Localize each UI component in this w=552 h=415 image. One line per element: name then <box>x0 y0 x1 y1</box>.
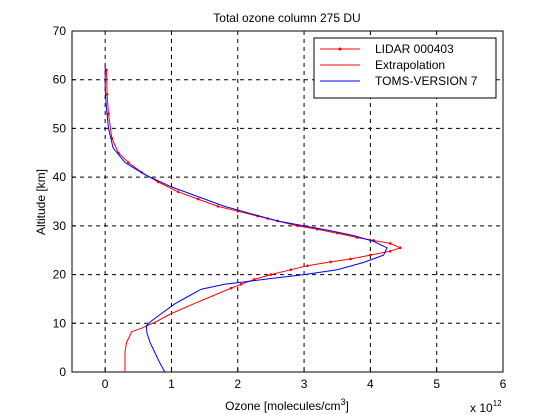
x-exponent-power: 12 <box>493 399 502 408</box>
data-point <box>176 190 180 194</box>
y-tick-label: 60 <box>53 73 67 87</box>
legend-label: Extrapolation <box>375 58 445 72</box>
legend-marker <box>338 47 342 51</box>
data-point <box>239 283 243 286</box>
x-axis-label-text: Ozone [molecules/cm <box>225 399 340 413</box>
series-line-1 <box>124 287 232 372</box>
data-point <box>289 268 293 272</box>
x-exponent-label: x 1012 <box>470 399 502 415</box>
y-tick-label: 50 <box>53 121 67 135</box>
x-axis-label-end: ] <box>346 399 349 413</box>
x-tick-label: 4 <box>367 377 374 391</box>
data-point <box>216 205 220 208</box>
data-point <box>398 246 402 250</box>
data-point <box>329 260 332 264</box>
x-tick-label: 5 <box>433 377 440 391</box>
plot-area-frame <box>71 30 504 373</box>
data-point <box>369 253 372 257</box>
data-point <box>306 264 309 268</box>
legend-box <box>313 37 497 99</box>
legend-label: LIDAR 000403 <box>375 42 454 56</box>
series-line-0 <box>106 69 402 289</box>
data-point <box>269 273 273 276</box>
y-tick-label: 10 <box>53 316 67 330</box>
y-tick-label: 40 <box>53 170 67 184</box>
legend-entries: LIDAR 000403 Extrapolation TOMS-VERSION 7 <box>320 42 478 88</box>
data-point <box>127 161 130 164</box>
data-point <box>349 257 352 261</box>
series-line-2 <box>104 65 388 373</box>
x-axis-label: Ozone [molecules/cm3] <box>225 397 349 413</box>
data-point <box>105 68 108 72</box>
legend: LIDAR 000403 Extrapolation TOMS-VERSION 7 <box>313 37 497 99</box>
y-axis-label: Altitude [km] <box>34 169 48 235</box>
data-point <box>388 242 392 245</box>
data-point <box>105 93 109 96</box>
chart-title: Total ozone column 275 DU <box>213 11 360 25</box>
x-axis-label-superscript: 3 <box>341 397 346 407</box>
x-tick-label: 6 <box>500 377 507 391</box>
y-tick-label: 70 <box>53 24 67 38</box>
data-point <box>107 112 110 116</box>
data-point <box>388 249 392 253</box>
x-tick-label: 0 <box>102 377 109 391</box>
x-tick-label: 3 <box>301 377 308 391</box>
x-exponent-base: x 10 <box>470 401 493 415</box>
data-point <box>196 197 200 201</box>
y-tick-label: 0 <box>59 365 66 379</box>
x-tick-label: 2 <box>234 377 241 391</box>
y-tick-label: 20 <box>53 268 67 282</box>
legend-label: TOMS-VERSION 7 <box>375 74 478 88</box>
y-tick-label: 30 <box>53 219 67 233</box>
series-lines <box>104 65 402 373</box>
x-tick-label: 1 <box>168 377 175 391</box>
